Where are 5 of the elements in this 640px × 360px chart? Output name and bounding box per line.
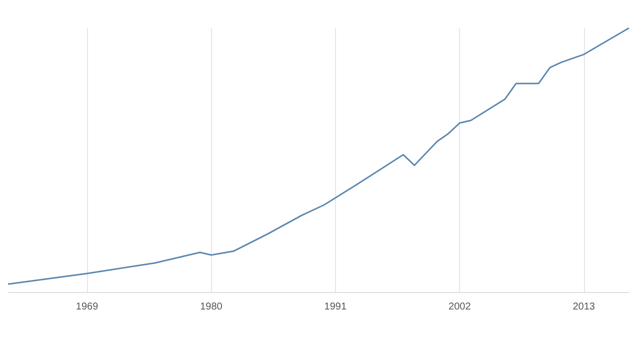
x-tick-label: 2002 bbox=[448, 302, 472, 312]
x-tick-label: 2013 bbox=[572, 302, 596, 312]
x-tick-label: 1969 bbox=[76, 302, 99, 312]
x-tick-label: 1980 bbox=[200, 302, 223, 312]
x-tick-label: 1991 bbox=[324, 302, 347, 312]
